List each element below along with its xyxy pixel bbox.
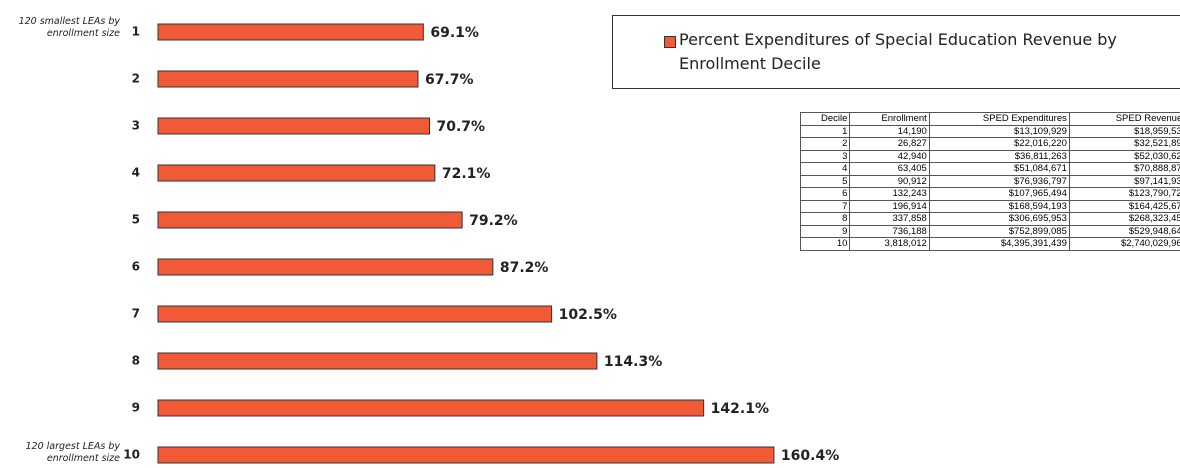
- column-header: Enrollment: [849, 112, 930, 126]
- data-label: 72.1%: [442, 166, 491, 182]
- table-cell: $164,425,674: [1068, 199, 1180, 213]
- category-label: 6: [132, 260, 140, 274]
- table-cell: 8: [800, 212, 851, 226]
- bar: [157, 305, 553, 323]
- bar: [157, 117, 430, 135]
- table-cell: $18,959,530: [1068, 124, 1180, 138]
- table-cell: 90,912: [849, 174, 930, 188]
- table-cell: $97,141,939: [1068, 174, 1180, 188]
- table-cell: $752,899,085: [928, 224, 1070, 238]
- table-cell: $123,790,720: [1068, 187, 1180, 201]
- table-cell: $36,811,263: [928, 149, 1070, 163]
- category-label: 9: [132, 401, 140, 415]
- table-cell: $13,109,929: [928, 124, 1070, 138]
- table-cell: 5: [800, 174, 851, 188]
- table-row: 342,940$36,811,263$52,030,627: [800, 149, 1180, 163]
- table-cell: $529,948,645: [1068, 224, 1180, 238]
- table-cell: $268,323,450: [1068, 212, 1180, 226]
- legend-label: Percent Expenditures of Special Educatio…: [679, 30, 1117, 73]
- table-cell: 2: [800, 137, 851, 151]
- table-cell: 132,243: [849, 187, 930, 201]
- category-label: 4: [132, 166, 140, 180]
- data-label: 102.5%: [559, 307, 617, 323]
- table-cell: 3,818,012: [849, 237, 930, 251]
- category-label: 3: [132, 119, 140, 133]
- table-row: 103,818,012$4,395,391,439$2,740,029,968: [800, 237, 1180, 251]
- table-cell: 14,190: [849, 124, 930, 138]
- data-label: 79.2%: [469, 213, 518, 229]
- table-cell: $76,936,797: [928, 174, 1070, 188]
- header-row: Decile Enrollment SPED Expenditures SPED Re…: [800, 112, 1180, 126]
- data-label: 87.2%: [500, 260, 549, 276]
- data-label: 114.3%: [604, 354, 662, 370]
- category-label: 10: [123, 448, 140, 462]
- data-label: 142.1%: [711, 401, 769, 417]
- table-cell: 4: [800, 162, 851, 176]
- data-table: Decile Enrollment SPED Expenditures SPED Re…: [800, 112, 1180, 251]
- table-cell: $70,888,873: [1068, 162, 1180, 176]
- bar: [157, 164, 436, 182]
- table-row: 114,190$13,109,929$18,959,530: [800, 124, 1180, 138]
- data-label: 70.7%: [436, 119, 485, 135]
- table-cell: $306,695,953: [928, 212, 1070, 226]
- table-cell: 7: [800, 199, 851, 213]
- table-cell: $52,030,627: [1068, 149, 1180, 163]
- bar: [157, 70, 419, 88]
- data-label: 67.7%: [425, 72, 474, 88]
- table-cell: 6: [800, 187, 851, 201]
- data-label: 160.4%: [781, 448, 839, 464]
- column-header: Decile: [800, 112, 851, 126]
- annotation: 120 smallest LEAs by enrollment size: [18, 16, 120, 39]
- bar: [157, 399, 705, 417]
- table-cell: 26,827: [849, 137, 930, 151]
- table-cell: $107,965,494: [928, 187, 1070, 201]
- table-cell: $2,740,029,968: [1068, 237, 1180, 251]
- table-cell: 10: [800, 237, 851, 251]
- bar: [157, 211, 463, 229]
- legend-swatch: [664, 36, 676, 48]
- legend: Percent Expenditures of Special Educatio…: [612, 15, 1180, 89]
- category-label: 1: [132, 25, 140, 39]
- table-cell: 3: [800, 149, 851, 163]
- category-label: 8: [132, 354, 140, 368]
- table-cell: 42,940: [849, 149, 930, 163]
- table-cell: 337,858: [849, 212, 930, 226]
- table-cell: $4,395,391,439: [928, 237, 1070, 251]
- column-header: SPED Revenues: [1068, 112, 1180, 126]
- table-cell: $51,084,671: [928, 162, 1070, 176]
- annotation: 120 largest LEAs by enrollment size: [25, 441, 120, 464]
- table-cell: $32,521,897: [1068, 137, 1180, 151]
- table-row: 463,405$51,084,671$70,888,873: [800, 162, 1180, 176]
- category-label: 5: [132, 213, 140, 227]
- bar: [157, 352, 598, 370]
- table-cell: $168,594,193: [928, 199, 1070, 213]
- table-cell: 9: [800, 224, 851, 238]
- bar: [157, 446, 775, 464]
- table-row: 590,912$76,936,797$97,141,939: [800, 174, 1180, 188]
- column-header: SPED Expenditures: [928, 112, 1070, 126]
- category-label: 7: [132, 307, 140, 321]
- table-container: Decile Enrollment SPED Expenditures SPED Re…: [800, 112, 1180, 251]
- table-cell: 1: [800, 124, 851, 138]
- table-cell: 196,914: [849, 199, 930, 213]
- category-label: 2: [132, 72, 140, 86]
- data-label: 69.1%: [430, 25, 479, 41]
- table-cell: 736,188: [849, 224, 930, 238]
- table-cell: 63,405: [849, 162, 930, 176]
- table-row: 226,827$22,016,220$32,521,897: [800, 137, 1180, 151]
- bar: [157, 258, 494, 276]
- bar: [157, 23, 424, 41]
- table-cell: $22,016,220: [928, 137, 1070, 151]
